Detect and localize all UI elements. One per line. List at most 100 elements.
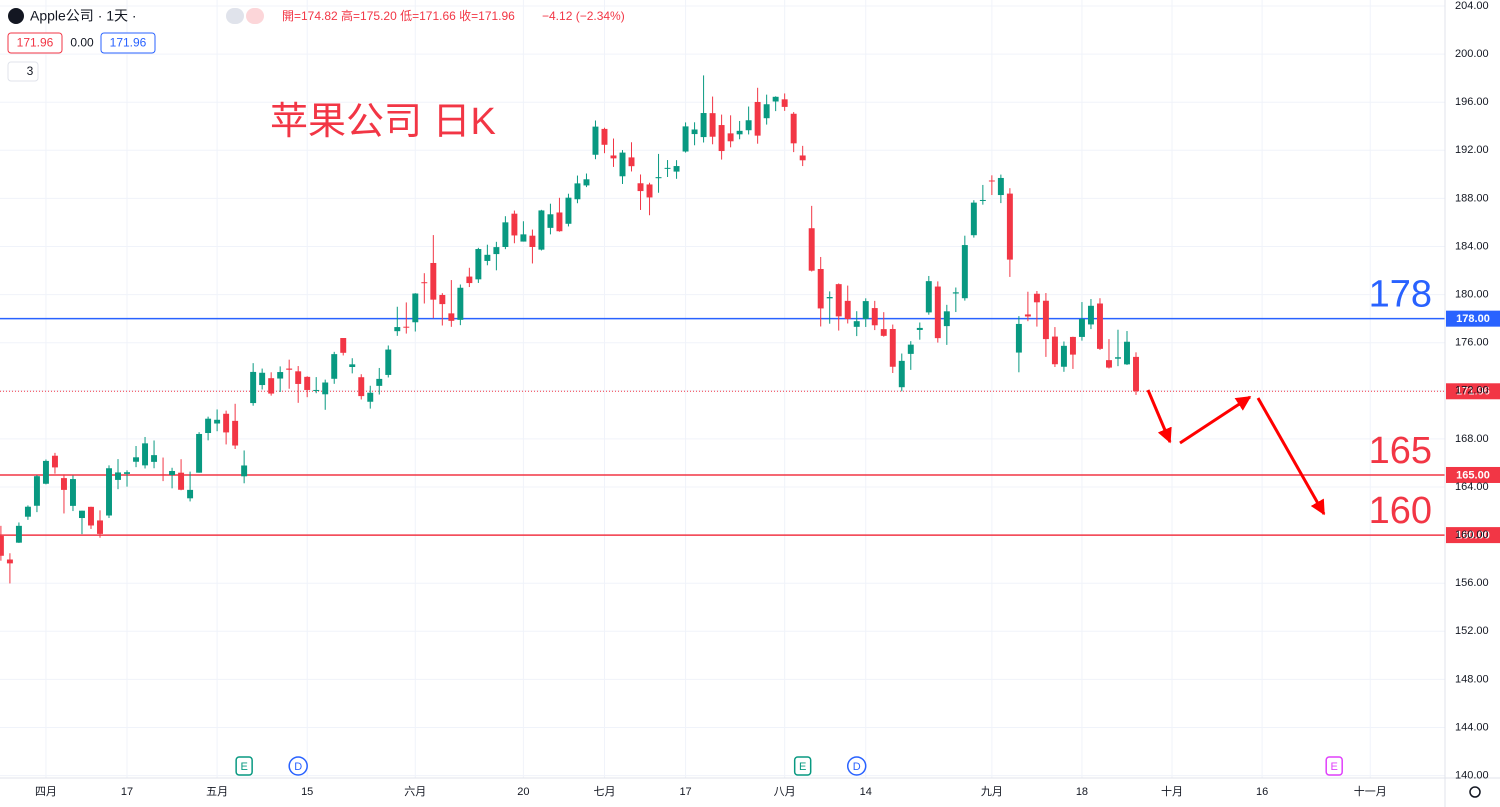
- candle-body: [205, 418, 212, 434]
- candle-body: [178, 472, 185, 490]
- candle-body: [943, 311, 950, 327]
- x-tick-label: 四月: [35, 786, 57, 798]
- candle-body: [286, 368, 293, 370]
- candle-body: [169, 471, 176, 475]
- candle-body: [439, 294, 446, 305]
- candle-body: [799, 155, 806, 161]
- ask: 171.96: [110, 36, 147, 50]
- candle-body: [133, 457, 140, 462]
- event-label: E: [240, 761, 247, 773]
- candle-body: [232, 420, 239, 446]
- candle-body: [322, 382, 329, 395]
- event-label: E: [1331, 761, 1338, 773]
- event-label: D: [294, 761, 302, 773]
- spread: 0.00: [70, 36, 94, 50]
- settings-icon[interactable]: [1469, 786, 1481, 798]
- x-tick-label: 17: [679, 786, 691, 798]
- candle-body: [601, 128, 608, 145]
- chart-title: 苹果公司 日K: [270, 101, 496, 143]
- candle-body: [709, 113, 716, 137]
- candle-body: [97, 520, 103, 534]
- candle-body: [313, 389, 320, 391]
- candle-body: [268, 378, 275, 394]
- candle-body: [655, 177, 662, 179]
- candle-body: [520, 234, 527, 242]
- candle-body: [484, 254, 491, 261]
- x-tick-label: 17: [121, 786, 133, 798]
- x-tick-label: 18: [1076, 786, 1088, 798]
- x-tick-label: 20: [517, 786, 529, 798]
- icon[interactable]: [246, 8, 264, 24]
- y-tick-label: 188.00: [1455, 192, 1489, 204]
- candle-body: [853, 321, 860, 327]
- ask-box[interactable]: [100, 32, 156, 54]
- candle-body: [1060, 345, 1067, 367]
- candle-body: [916, 327, 923, 330]
- candle-body: [574, 183, 581, 200]
- candle-body: [565, 197, 572, 224]
- bid-box[interactable]: [7, 32, 63, 54]
- y-tick-label: 196.00: [1455, 96, 1489, 108]
- x-tick-label: 五月: [206, 786, 228, 798]
- y-tick-label: 176.00: [1455, 337, 1489, 349]
- x-tick-label: 七月: [593, 785, 615, 798]
- x-tick-label: 六月: [404, 785, 426, 798]
- y-tick-label: 160.00: [1455, 529, 1489, 541]
- event-label: D: [853, 761, 861, 773]
- y-tick-label: 152.00: [1455, 625, 1489, 637]
- y-tick-label: 156.00: [1455, 577, 1489, 589]
- candle-body: [466, 276, 473, 284]
- candle-body: [835, 284, 842, 317]
- y-tick-label: 200.00: [1455, 48, 1489, 60]
- candle-body: [69, 479, 76, 506]
- y-tick-label: 180.00: [1455, 289, 1489, 301]
- candle-body: [367, 392, 374, 402]
- logo: [8, 8, 24, 24]
- candle-body: [763, 104, 770, 119]
- line-annotation: 165: [1369, 430, 1432, 472]
- icon[interactable]: [226, 8, 244, 24]
- candle-body: [610, 155, 617, 159]
- event-marker: [1325, 756, 1343, 776]
- candle-body: [1106, 360, 1112, 368]
- symbol: Apple公司 · 1天 ·: [30, 8, 137, 24]
- candle-body: [1015, 323, 1022, 353]
- event-marker: [235, 756, 253, 776]
- candle-body: [592, 126, 599, 155]
- event-marker: [288, 756, 308, 776]
- candle-body: [970, 202, 977, 236]
- candle-body: [385, 349, 392, 375]
- candle-body: [358, 377, 365, 397]
- price-label: 178.00: [1456, 313, 1490, 325]
- candle-body: [988, 180, 995, 182]
- candle-body: [1087, 305, 1094, 325]
- candle-body: [907, 344, 914, 354]
- y-tick-label: 144.00: [1455, 721, 1489, 733]
- indicator-box[interactable]: [7, 61, 39, 82]
- y-tick-label: 172.00: [1455, 385, 1489, 397]
- candle-body: [844, 300, 851, 320]
- candle-body: [88, 506, 94, 526]
- y-tick-label: 164.00: [1455, 481, 1489, 493]
- x-tick-label: 十一月: [1354, 784, 1387, 798]
- candle-body: [637, 183, 644, 192]
- indicator-count: 3: [27, 64, 34, 78]
- change: −4.12 (−2.34%): [542, 9, 625, 23]
- candle-body: [1133, 356, 1139, 392]
- candle-body: [15, 525, 22, 543]
- candle-body: [691, 129, 698, 135]
- candle-body: [277, 372, 284, 379]
- candle-body: [124, 472, 130, 474]
- candle-body: [880, 329, 887, 336]
- arrow: [1179, 395, 1252, 445]
- candle-body: [421, 282, 428, 284]
- price-label: 165.00: [1456, 469, 1490, 481]
- candle-body: [529, 235, 536, 247]
- candle-body: [60, 478, 67, 490]
- candle-body: [826, 297, 833, 299]
- candle-body: [1078, 319, 1085, 337]
- candle-body: [736, 130, 743, 135]
- candle-body: [33, 476, 40, 506]
- candle-body: [448, 313, 455, 321]
